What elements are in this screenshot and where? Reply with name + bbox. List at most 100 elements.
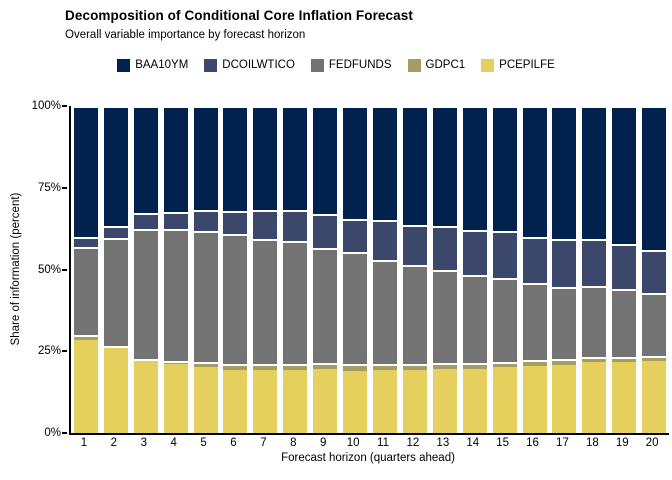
y-tick-label: 100% <box>31 100 61 112</box>
bar-segment-fedfunds <box>373 260 398 364</box>
x-tick-label: 6 <box>230 437 237 449</box>
bar-slot-5 <box>191 106 221 433</box>
bar-segment-fedfunds <box>402 265 427 365</box>
bar-slot-17 <box>550 106 580 433</box>
bar-segment-pcepilfe <box>343 370 368 433</box>
bar-segment-pcepilfe <box>492 367 517 433</box>
legend-swatch-icon <box>407 58 421 72</box>
stacked-bar-19 <box>612 106 637 433</box>
bar-segment-fedfunds <box>462 275 487 364</box>
x-tick-label: 18 <box>585 437 599 449</box>
bar-segment-dcoilwtico <box>163 212 188 230</box>
bar-segment-gdpc1 <box>492 361 517 368</box>
stacked-bar-9 <box>313 106 338 433</box>
bar-segment-pcepilfe <box>462 368 487 433</box>
bar-segment-baa10ym <box>133 106 158 213</box>
bar-slot-4 <box>161 106 191 433</box>
y-tick-mark <box>62 105 67 107</box>
bar-segment-gdpc1 <box>432 363 457 370</box>
bar-slot-8 <box>280 106 310 433</box>
bar-segment-baa10ym <box>253 106 278 210</box>
bar-segment-baa10ym <box>402 106 427 226</box>
bar-slot-12 <box>400 106 430 433</box>
bar-slot-15 <box>490 106 520 433</box>
bar-segment-dcoilwtico <box>133 212 158 230</box>
bar-segment-pcepilfe <box>313 369 338 433</box>
bar-segment-gdpc1 <box>103 345 128 349</box>
stacked-bar-11 <box>373 106 398 433</box>
legend-label: GDPC1 <box>425 59 466 71</box>
legend-swatch-icon <box>204 58 218 72</box>
bar-segment-baa10ym <box>103 106 128 227</box>
x-tick-label: 14 <box>466 437 480 449</box>
bar-slot-6 <box>221 106 251 433</box>
legend-item-fedfunds: FEDFUNDS <box>310 58 392 72</box>
bar-segment-pcepilfe <box>642 361 667 433</box>
bar-segment-pcepilfe <box>283 369 308 433</box>
bar-segment-gdpc1 <box>522 360 547 366</box>
stacked-bar-5 <box>193 106 218 433</box>
chart-legend: BAA10YM DCOILWTICO FEDFUNDS GDPC1 PCEPILFE <box>0 57 672 73</box>
bar-segment-gdpc1 <box>73 334 98 341</box>
bar-slot-10 <box>340 106 370 433</box>
legend-label: BAA10YM <box>135 59 189 71</box>
legend-item-dcoilwtico: DCOILWTICO <box>204 58 295 72</box>
bar-segment-gdpc1 <box>582 357 607 363</box>
stacked-bar-12 <box>402 106 427 433</box>
legend-swatch-icon <box>310 58 324 72</box>
bar-slot-2 <box>101 106 131 433</box>
bar-segment-pcepilfe <box>193 367 218 433</box>
bar-segment-baa10ym <box>223 106 248 211</box>
bar-slot-1 <box>71 106 101 433</box>
bar-segment-fedfunds <box>582 286 607 358</box>
y-tick-mark <box>62 432 67 434</box>
x-tick-label: 12 <box>406 437 420 449</box>
bar-segment-fedfunds <box>283 241 308 365</box>
plot-area <box>69 106 669 435</box>
stacked-bar-15 <box>492 106 517 433</box>
bar-segment-dcoilwtico <box>103 226 128 239</box>
legend-swatch-icon <box>481 58 495 72</box>
bar-segment-fedfunds <box>522 283 547 361</box>
bar-segment-pcepilfe <box>612 362 637 433</box>
bar-slot-9 <box>310 106 340 433</box>
stacked-bar-2 <box>103 106 128 433</box>
bar-segment-fedfunds <box>552 286 577 360</box>
x-tick-label: 15 <box>496 437 510 449</box>
bar-segment-dcoilwtico <box>612 244 637 289</box>
stacked-bar-20 <box>642 106 667 433</box>
bar-segment-dcoilwtico <box>73 236 98 248</box>
y-tick-label: 50% <box>37 263 61 276</box>
bar-segment-dcoilwtico <box>373 219 398 261</box>
x-axis-title: Forecast horizon (quarters ahead) <box>281 452 455 464</box>
stacked-bar-1 <box>73 106 98 433</box>
stacked-bar-16 <box>522 106 547 433</box>
bar-segment-baa10ym <box>343 106 368 219</box>
y-tick-mark <box>62 268 67 271</box>
bar-segment-baa10ym <box>313 106 338 214</box>
bar-slot-18 <box>579 106 609 433</box>
stacked-bar-8 <box>283 106 308 433</box>
bar-slot-20 <box>639 106 669 433</box>
legend-item-pcepilfe: PCEPILFE <box>481 58 555 72</box>
stacked-bar-13 <box>432 106 457 433</box>
bar-segment-fedfunds <box>432 270 457 364</box>
legend-item-gdpc1: GDPC1 <box>407 58 466 72</box>
x-tick-label: 3 <box>140 437 147 449</box>
x-tick-label: 4 <box>170 437 177 449</box>
x-tick-label: 9 <box>320 437 327 449</box>
bar-segment-pcepilfe <box>582 362 607 433</box>
bar-segment-baa10ym <box>552 106 577 240</box>
bar-segment-fedfunds <box>313 248 338 364</box>
stacked-bar-18 <box>582 106 607 433</box>
bar-segment-fedfunds <box>103 238 128 346</box>
y-tick-mark <box>62 350 67 353</box>
bar-segment-gdpc1 <box>462 363 487 369</box>
stacked-bar-6 <box>223 106 248 433</box>
bar-segment-dcoilwtico <box>343 218 368 253</box>
bar-segment-gdpc1 <box>552 359 577 365</box>
bar-slot-7 <box>250 106 280 433</box>
x-axis-tick-labels: 1 2 3 4 5 6 7 8 9 10 11 12 13 14 15 16 17 18 19 20 <box>69 437 667 449</box>
bar-segment-dcoilwtico <box>253 209 278 240</box>
bar-segment-baa10ym <box>73 106 98 237</box>
